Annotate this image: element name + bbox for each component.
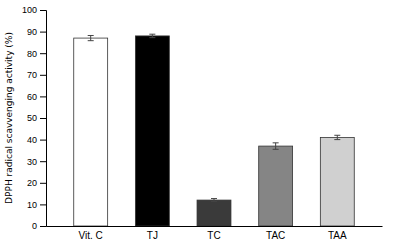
- y-tick-label: 10: [27, 200, 37, 210]
- y-tick: 60: [27, 92, 46, 102]
- y-tick-mark: [40, 96, 46, 97]
- bar: [135, 36, 169, 226]
- y-tick: 40: [27, 135, 46, 145]
- y-tick-mark: [40, 75, 46, 76]
- y-tick-label: 40: [27, 135, 37, 145]
- y-tick-mark: [40, 32, 46, 33]
- y-tick-mark: [40, 226, 46, 227]
- y-tick-label: 50: [27, 113, 37, 123]
- plot: 0 10 20 30 40 50 60 70 80 90 100 Vit. C TJ TC TAC TAA: [22, 5, 383, 241]
- error-bar-stem: [275, 143, 276, 149]
- error-bar-cap: [211, 201, 217, 202]
- y-tick-label: 100: [22, 5, 37, 15]
- chart: 0 10 20 30 40 50 60 70 80 90 100 Vit. C TJ TC TAC TAA DP…: [0, 0, 394, 250]
- error-bar-stem: [337, 135, 338, 139]
- x-axis: Vit. C TJ TC TAC TAA: [47, 227, 383, 242]
- y-axis: 0 10 20 30 40 50 60 70 80 90 100: [22, 5, 47, 231]
- error-bar-stem: [152, 34, 153, 37]
- y-tick: 20: [27, 178, 46, 188]
- error-bar: [149, 34, 155, 37]
- x-tick: TJ: [147, 230, 158, 241]
- x-tick-label: TJ: [147, 230, 158, 241]
- error-bar: [273, 143, 279, 149]
- y-tick: 10: [27, 200, 46, 210]
- error-bar-cap: [149, 37, 155, 38]
- y-tick-mark: [40, 140, 46, 141]
- x-tick-label: TC: [207, 230, 220, 241]
- y-tick: 50: [27, 113, 46, 123]
- y-tick: 0: [32, 221, 46, 231]
- y-tick-label: 30: [27, 157, 37, 167]
- y-tick-mark: [40, 204, 46, 205]
- error-bar-cap: [149, 34, 155, 35]
- x-tick: TAC: [266, 230, 285, 241]
- y-axis-line: [40, 11, 47, 227]
- error-bar: [334, 135, 340, 139]
- y-tick-label: 60: [27, 92, 37, 102]
- x-tick-label: TAC: [266, 230, 285, 241]
- y-tick-mark: [40, 10, 46, 11]
- bar: [74, 38, 108, 226]
- x-tick: TAA: [328, 230, 347, 241]
- y-axis-title: DPPH radical scavvenging activity (%): [4, 32, 14, 204]
- marks: [74, 34, 355, 226]
- y-tick-label: 20: [27, 178, 37, 188]
- bar: [320, 137, 354, 226]
- error-bar-cap: [88, 35, 94, 36]
- error-bar-cap: [273, 149, 279, 150]
- error-bar-stem: [90, 35, 91, 40]
- y-tick: 90: [27, 27, 46, 37]
- error-bar: [88, 35, 94, 40]
- y-tick-label: 70: [27, 70, 37, 80]
- x-tick-label: Vit. C: [79, 230, 103, 241]
- x-axis-line: [47, 226, 383, 227]
- x-tick: TC: [207, 230, 220, 241]
- bar: [259, 146, 293, 226]
- y-tick-label: 0: [32, 221, 37, 231]
- y-tick-mark: [40, 183, 46, 184]
- error-bar-cap: [211, 198, 217, 199]
- error-bar-cap: [273, 142, 279, 143]
- error-bar-cap: [88, 40, 94, 41]
- error-bar-cap: [334, 139, 340, 140]
- y-tick: 100: [22, 5, 46, 15]
- y-tick-mark: [40, 53, 46, 54]
- x-tick-label: TAA: [328, 230, 347, 241]
- error-bar-cap: [334, 135, 340, 136]
- y-tick: 30: [27, 157, 46, 167]
- y-tick-label: 90: [27, 27, 37, 37]
- y-tick-mark: [40, 118, 46, 119]
- error-bar: [211, 199, 217, 202]
- y-tick-label: 80: [27, 49, 37, 59]
- bar: [197, 200, 231, 226]
- y-tick: 70: [27, 70, 46, 80]
- y-tick: 80: [27, 49, 46, 59]
- y-tick-mark: [40, 161, 46, 162]
- x-tick: Vit. C: [79, 230, 103, 241]
